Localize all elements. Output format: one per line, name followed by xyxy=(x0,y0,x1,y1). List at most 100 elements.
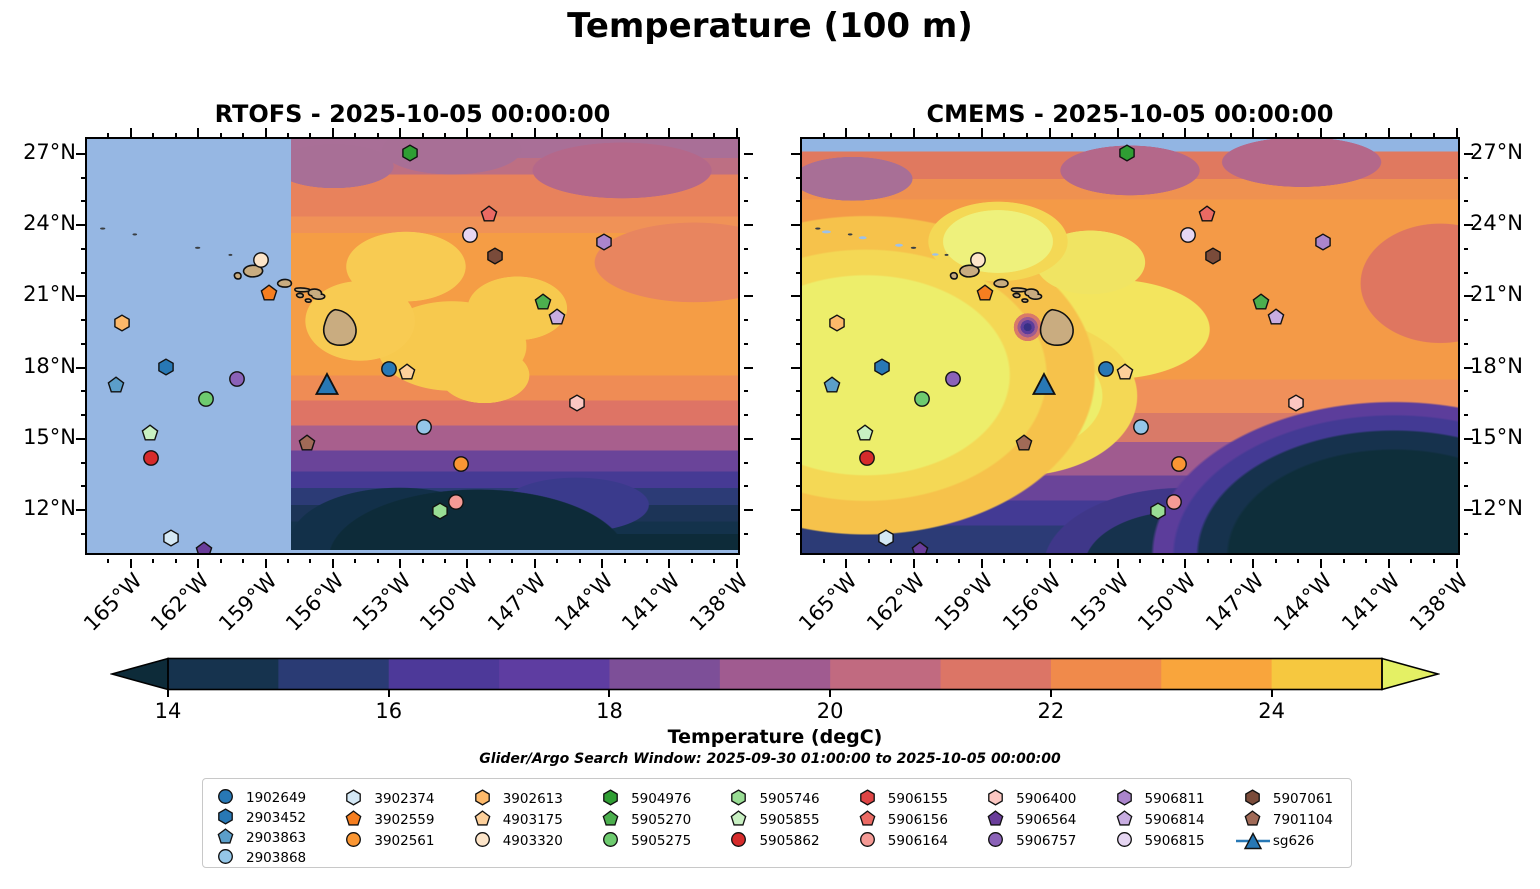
legend-label: 5905270 xyxy=(631,811,692,828)
legend-item-3902613: 3902613 xyxy=(474,788,563,809)
axis-tick xyxy=(744,247,748,250)
float-marker-4903175 xyxy=(1116,363,1134,381)
legend-column: 5906811 5906814 5906815 xyxy=(1116,788,1205,861)
legend-label: 2903868 xyxy=(246,850,307,866)
axis-tick xyxy=(822,559,825,563)
axis-tick xyxy=(744,509,753,511)
legend-label: 5906155 xyxy=(887,790,948,807)
float-marker-5906811 xyxy=(595,233,613,251)
legend-item-sg626: sg626 xyxy=(1235,830,1333,851)
float-marker-5906164 xyxy=(447,493,465,511)
colorbar-segment xyxy=(388,658,500,690)
float-marker-3902559 xyxy=(976,284,994,302)
legend-column: 5907061 7901104 sg626 xyxy=(1235,788,1333,861)
axis-tick xyxy=(152,559,155,563)
axis-tick xyxy=(1433,559,1436,563)
colorbar-tick xyxy=(1049,690,1052,697)
colorbar-tick xyxy=(1270,690,1273,697)
legend-label: 5906757 xyxy=(1016,832,1077,849)
float-marker-5905275 xyxy=(913,390,931,408)
axis-tick xyxy=(744,532,748,535)
lon-tick-label: 159°W xyxy=(930,568,998,636)
axis-tick xyxy=(791,437,800,440)
axis-tick xyxy=(1464,200,1468,203)
island xyxy=(295,288,310,292)
axis-tick xyxy=(466,128,469,137)
axis-tick xyxy=(76,437,85,440)
colorbar-segment xyxy=(499,658,611,690)
axis-tick xyxy=(511,559,514,563)
island xyxy=(1013,293,1020,297)
axis-tick xyxy=(309,559,312,563)
colorbar-tick-label: 22 xyxy=(1037,699,1065,723)
lat-tick-label: 18°N xyxy=(23,353,76,378)
legend-column: 3902613 4903175 4903320 xyxy=(474,788,563,861)
axis-tick xyxy=(1071,559,1074,563)
legend-marker-hexagon-icon xyxy=(1116,788,1136,809)
legend-marker-pentagon-icon xyxy=(474,809,494,830)
axis-tick xyxy=(744,176,748,179)
float-marker-3902561 xyxy=(452,455,470,473)
float-marker-5905270 xyxy=(534,293,552,311)
float-marker-4903320 xyxy=(969,251,987,269)
lon-tick-label: 147°W xyxy=(1201,568,1269,636)
float-marker-3902561 xyxy=(1170,455,1188,473)
axis-tick xyxy=(744,437,753,440)
float-marker-5906156 xyxy=(480,205,498,223)
axis-tick xyxy=(1464,461,1468,464)
legend-label: 5905855 xyxy=(759,811,820,828)
colorbar-arrow-right xyxy=(1381,657,1440,691)
axis-tick xyxy=(331,128,334,137)
float-marker-5905275 xyxy=(197,390,215,408)
axis-tick xyxy=(578,559,581,563)
islet xyxy=(910,246,917,249)
axis-tick xyxy=(444,559,447,563)
legend-label: 7901104 xyxy=(1272,811,1333,828)
axis-tick xyxy=(1464,532,1468,535)
no-data-speck xyxy=(821,230,832,234)
axis-tick xyxy=(791,366,800,369)
legend-label: 5906811 xyxy=(1144,790,1205,807)
axis-tick xyxy=(668,128,671,137)
axis-tick xyxy=(76,509,85,511)
axis-tick xyxy=(1342,559,1345,563)
float-marker-2903868 xyxy=(415,418,433,436)
float-marker-5906815 xyxy=(1179,226,1197,244)
float-marker-sg626 xyxy=(314,372,339,396)
axis-tick xyxy=(744,295,753,298)
island xyxy=(1022,299,1028,302)
axis-tick xyxy=(744,200,748,203)
float-marker-5906400 xyxy=(568,394,586,412)
legend-label: 5906564 xyxy=(1016,811,1077,828)
island xyxy=(234,273,241,279)
legend-marker-pentagon-icon xyxy=(217,828,237,848)
lat-tick-label: 15°N xyxy=(1470,424,1523,449)
float-marker-5905855 xyxy=(856,424,874,442)
axis-tick xyxy=(713,559,716,563)
axis-tick xyxy=(1464,271,1468,274)
axis-tick xyxy=(556,559,559,563)
legend-label: 4903175 xyxy=(502,811,563,828)
legend-item-3902559: 3902559 xyxy=(345,809,434,830)
float-marker-5906757 xyxy=(944,370,962,388)
legend-marker-circle-icon xyxy=(987,831,1007,851)
float-marker-2903868 xyxy=(1132,418,1150,436)
legend-item-5905270: 5905270 xyxy=(602,809,691,830)
legend-marker-hexagon-icon xyxy=(1244,788,1264,809)
axis-tick xyxy=(744,224,753,227)
island xyxy=(950,273,957,279)
axis-tick xyxy=(958,559,961,563)
island xyxy=(1025,289,1042,299)
legend-label: 5905275 xyxy=(631,832,692,849)
legend-item-5907061: 5907061 xyxy=(1244,788,1333,809)
axis-tick xyxy=(1410,559,1413,563)
axis-tick xyxy=(421,559,424,563)
axis-tick xyxy=(867,559,870,563)
legend-label: 3902613 xyxy=(502,790,563,807)
colorbar xyxy=(110,657,1440,691)
legend-item-5906155: 5906155 xyxy=(859,788,948,809)
float-marker-2903452 xyxy=(873,358,891,376)
axis-tick xyxy=(744,271,748,274)
axis-tick xyxy=(1093,559,1096,563)
